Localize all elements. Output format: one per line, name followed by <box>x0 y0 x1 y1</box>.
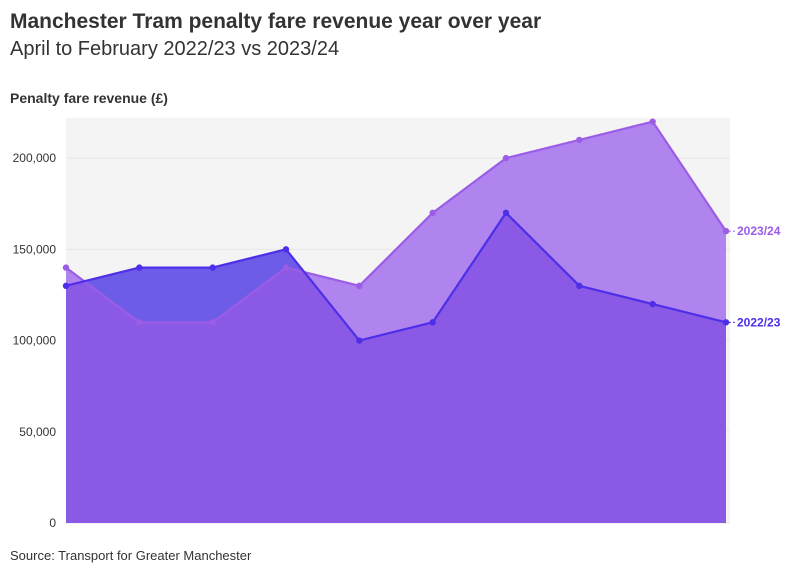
point-2022-23 <box>502 209 510 217</box>
point-2022-23 <box>356 337 363 344</box>
end-label-2023-24: 2023/24 <box>737 224 781 238</box>
y-tick-label: 0 <box>49 516 56 530</box>
point-2022-23 <box>649 300 656 308</box>
point-2023-24 <box>429 209 436 217</box>
point-2022-23 <box>576 282 583 290</box>
point-2023-24 <box>209 319 216 326</box>
point-2022-23 <box>136 264 143 271</box>
point-2022-23 <box>429 319 436 326</box>
series-lines <box>65 120 727 342</box>
point-2022-23 <box>722 319 730 326</box>
line-2022-23 <box>65 211 727 342</box>
line-2023-24 <box>65 120 727 324</box>
chart-subtitle: April to February 2022/23 vs 2023/24 <box>10 38 340 60</box>
series-points <box>62 118 730 344</box>
point-2023-24 <box>282 264 290 271</box>
point-2023-24 <box>649 118 656 125</box>
point-2022-23 <box>62 282 70 290</box>
point-2023-24 <box>62 264 70 271</box>
y-tick-label: 200,000 <box>13 151 57 165</box>
series-areas <box>66 121 726 523</box>
point-2023-24 <box>502 154 510 162</box>
y-axis-label: Penalty fare revenue (£) <box>10 90 168 106</box>
point-2023-24 <box>722 227 730 235</box>
end-label-2022-23: 2022/23 <box>737 315 781 329</box>
point-2022-23 <box>209 264 216 271</box>
point-2023-24 <box>136 319 143 326</box>
y-axis-ticks: 0 50,000 100,000 150,000 200,000 <box>13 151 57 530</box>
point-2022-23 <box>282 246 290 253</box>
y-tick-label: 150,000 <box>13 242 57 256</box>
chart-title: Manchester Tram penalty fare revenue yea… <box>10 10 542 33</box>
point-2023-24 <box>576 136 583 144</box>
source-note: Source: Transport for Greater Manchester <box>10 548 252 563</box>
point-2023-24 <box>356 282 363 290</box>
y-tick-label: 100,000 <box>13 334 57 348</box>
y-tick-label: 50,000 <box>19 425 56 439</box>
series-end-labels: 2022/23 2023/24 <box>729 224 781 329</box>
